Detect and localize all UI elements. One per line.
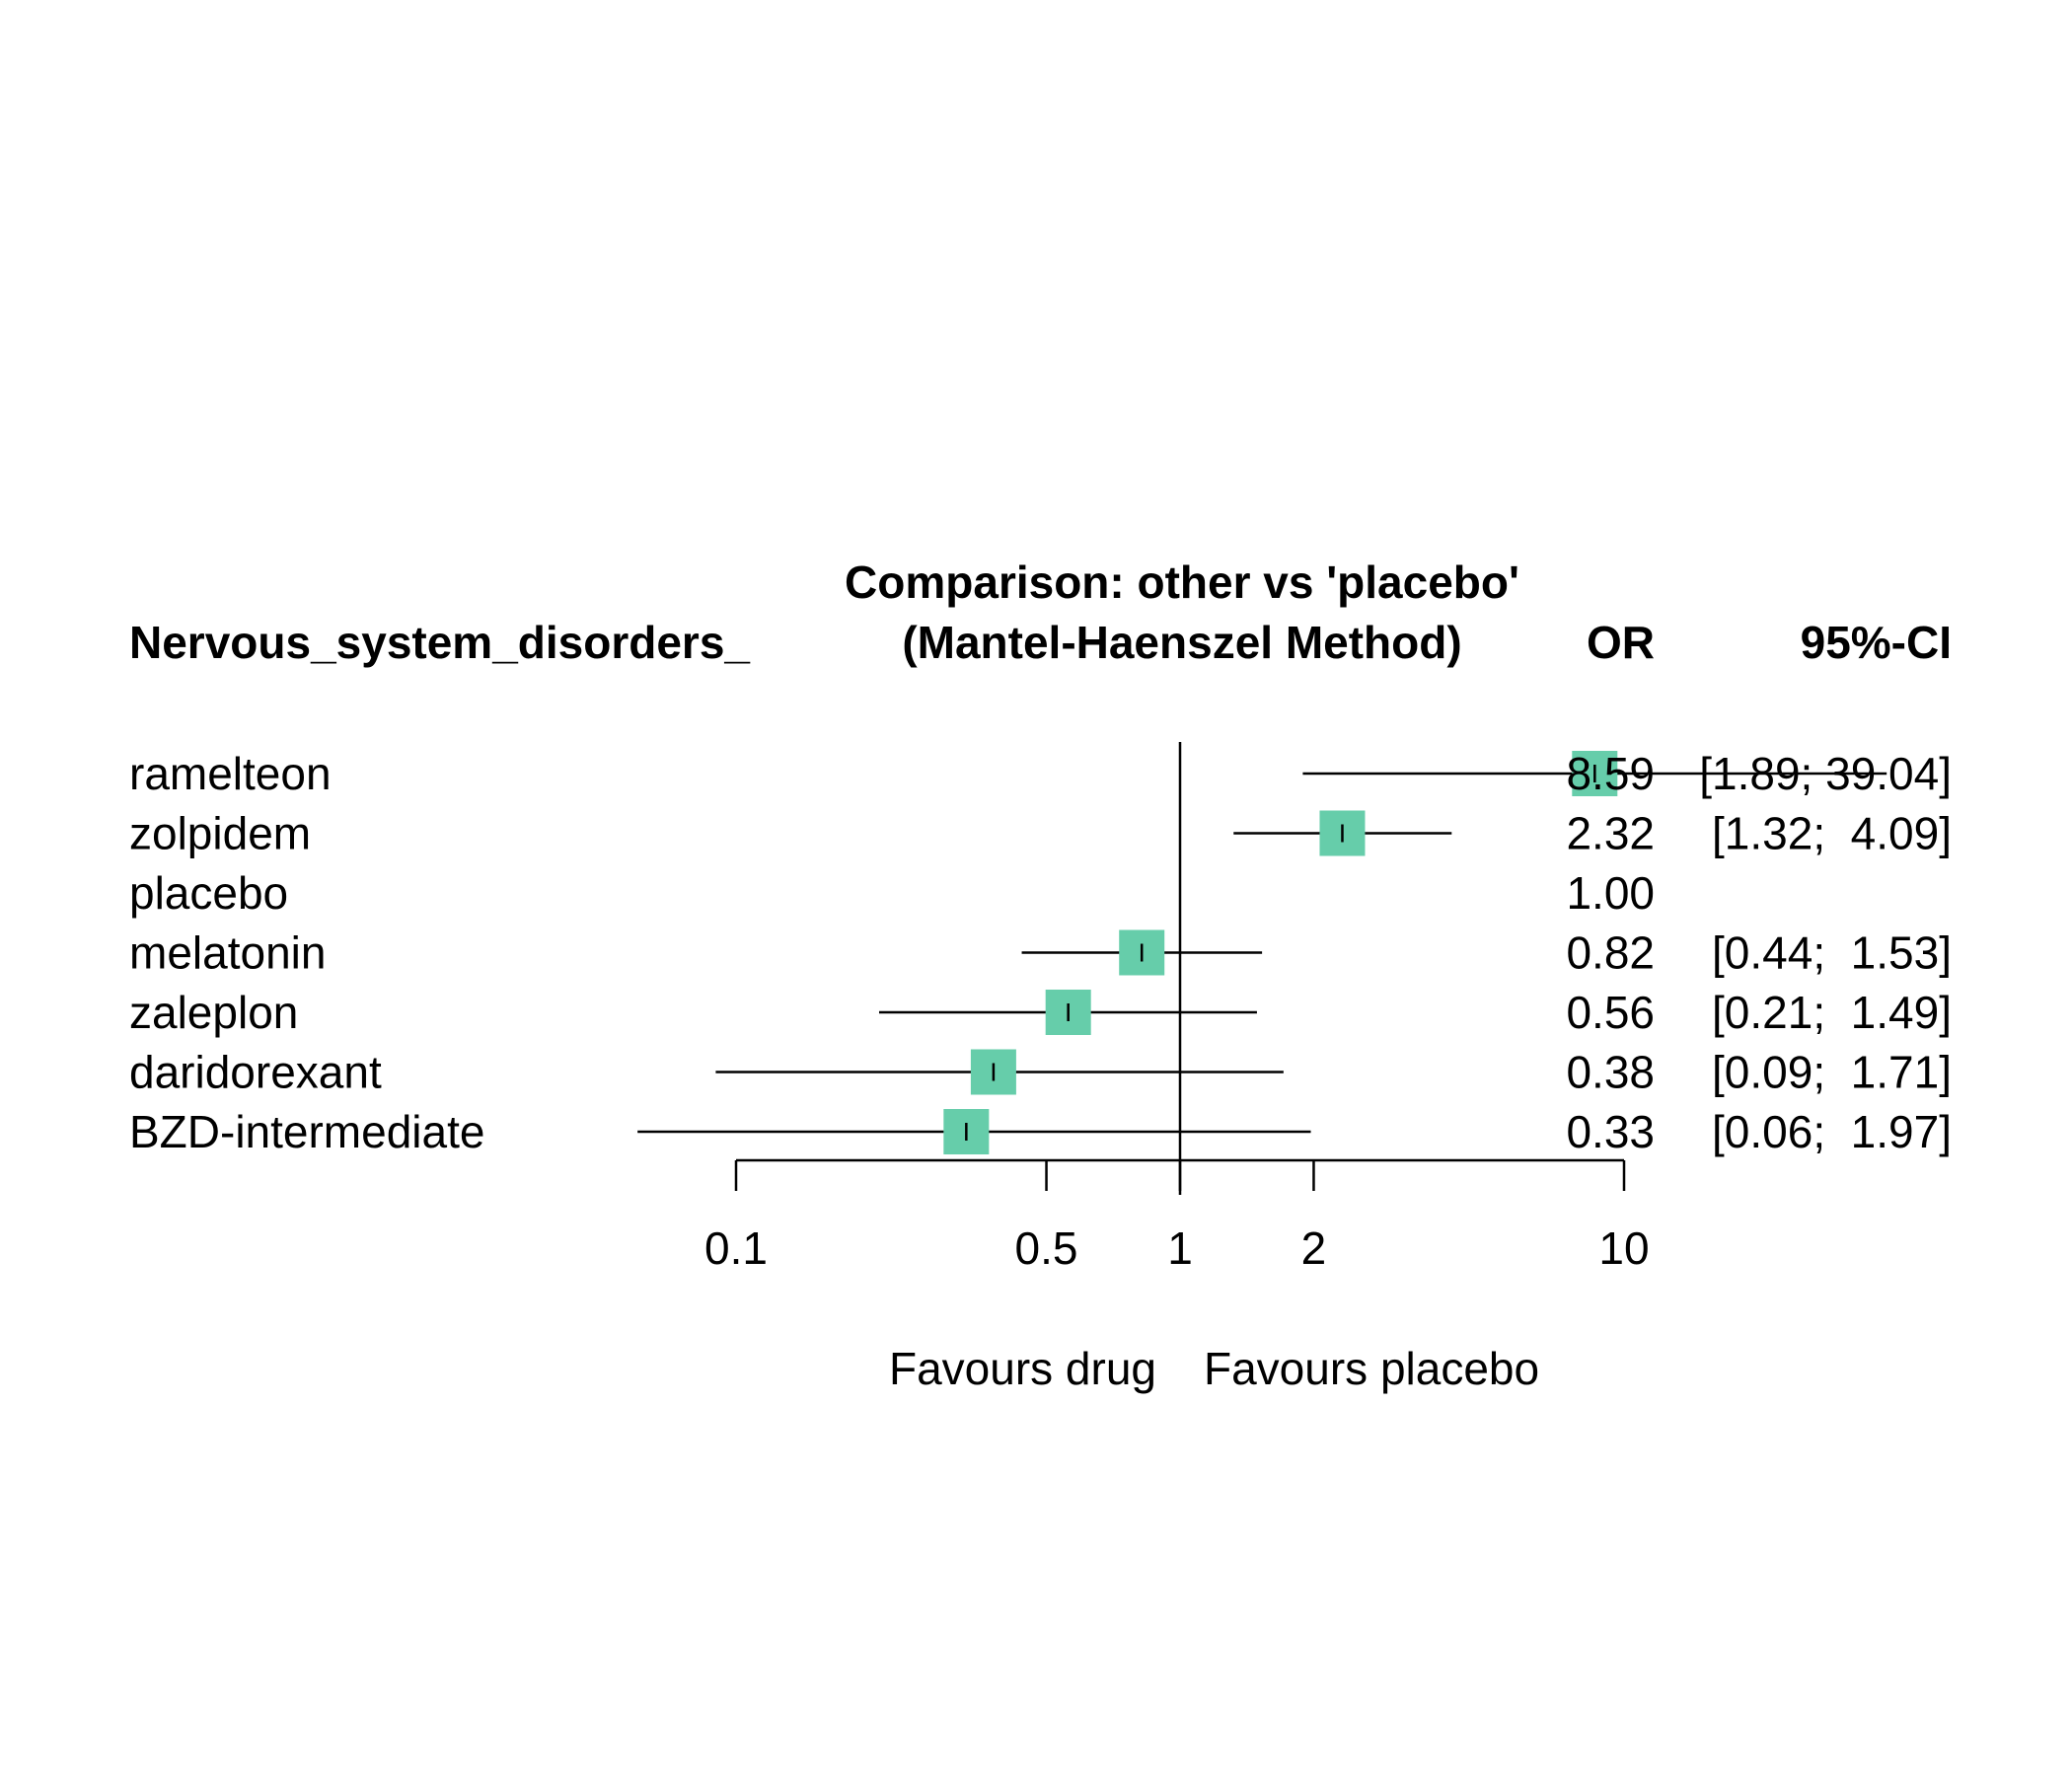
method-subtitle: (Mantel-Haenszel Method) — [902, 617, 1461, 668]
x-tick-label: 1 — [1167, 1222, 1193, 1274]
or-value: 2.32 — [1566, 808, 1655, 859]
ci-column-header: 95%-CI — [1801, 617, 1952, 668]
x-tick-label: 10 — [1598, 1222, 1649, 1274]
x-tick-label: 0.1 — [704, 1222, 768, 1274]
ci-value: [0.21; 1.49] — [1712, 987, 1952, 1038]
x-tick-label: 0.5 — [1015, 1222, 1078, 1274]
row-label: zolpidem — [129, 808, 311, 859]
rows-layer: ramelteon 8.59 [1.89; 39.04] zolpidem 2.32 [1… — [129, 742, 1952, 1195]
row-label: melatonin — [129, 927, 326, 979]
or-value: 0.33 — [1566, 1106, 1655, 1157]
x-axis: 0.1 0.5 1 2 10 — [704, 1158, 1650, 1274]
or-value: 1.00 — [1566, 867, 1655, 919]
favours-placebo-label: Favours placebo — [1204, 1343, 1539, 1394]
or-value: 0.82 — [1566, 927, 1655, 979]
ci-value: [1.32; 4.09] — [1712, 808, 1952, 859]
row-label: BZD-intermediate — [129, 1106, 484, 1157]
favours-drug-label: Favours drug — [889, 1343, 1156, 1394]
row-label: ramelteon — [129, 748, 332, 799]
or-value: 0.38 — [1566, 1047, 1655, 1098]
ci-value: [0.44; 1.53] — [1712, 927, 1952, 979]
ci-value: [0.09; 1.71] — [1712, 1047, 1952, 1098]
ci-value: [1.89; 39.04] — [1699, 748, 1952, 799]
comparison-title: Comparison: other vs 'placebo' — [845, 556, 1519, 608]
or-value: 8.59 — [1566, 748, 1655, 799]
row-label: zaleplon — [129, 987, 298, 1038]
row-label: daridorexant — [129, 1047, 382, 1098]
or-value: 0.56 — [1566, 987, 1655, 1038]
row-label: placebo — [129, 867, 288, 919]
outcome-column-header: Nervous_system_disorders_ — [129, 617, 750, 668]
x-tick-label: 2 — [1301, 1222, 1327, 1274]
ci-value: [0.06; 1.97] — [1712, 1106, 1952, 1157]
or-column-header: OR — [1587, 617, 1655, 668]
